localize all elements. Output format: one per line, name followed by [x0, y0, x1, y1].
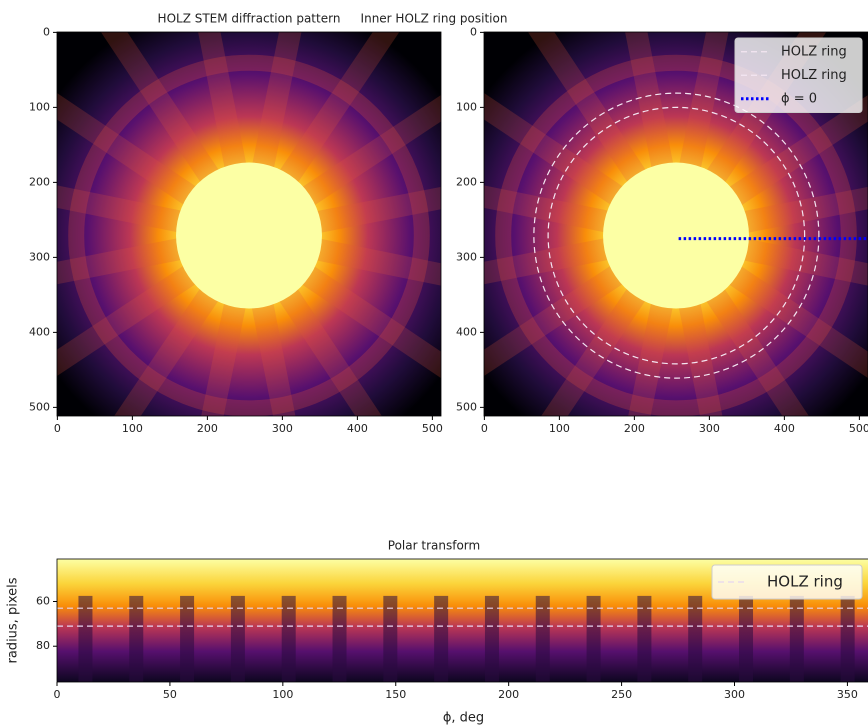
polar-streak: [840, 595, 855, 682]
x-tick-label: 300: [272, 422, 293, 435]
x-tick-label: 100: [122, 422, 143, 435]
polar-streak: [484, 595, 499, 682]
y-tick-label: 300: [456, 250, 477, 263]
axes-frame: [56, 31, 442, 417]
x-tick-label: 200: [498, 688, 519, 701]
x-tick-label: 250: [611, 688, 632, 701]
x-tick-label: 300: [724, 688, 745, 701]
y-tick-label: 100: [456, 100, 477, 113]
y-tick-label: 200: [29, 175, 50, 188]
diffraction-ring: [68, 54, 430, 416]
y-tick-label: 80: [36, 639, 50, 652]
y-tick-label: 400: [456, 325, 477, 338]
y-axis-label: radius, pixels: [6, 577, 21, 663]
x-tick-label: 0: [54, 422, 61, 435]
x-tick-label: 100: [549, 422, 570, 435]
x-tick-label: 100: [272, 688, 293, 701]
legend-label: ϕ = 0: [781, 91, 817, 106]
x-tick-label: 200: [197, 422, 218, 435]
chart-title: Polar transform: [388, 539, 480, 553]
polar-streak: [789, 595, 804, 682]
y-tick-label: 60: [36, 594, 50, 607]
x-tick-label: 350: [837, 688, 858, 701]
polar-streak: [129, 595, 144, 682]
y-tick-label: 200: [456, 175, 477, 188]
plot-area: [57, 32, 441, 416]
x-tick-label: 50: [163, 688, 177, 701]
polar-streak: [586, 595, 601, 682]
ring-marker: [547, 106, 806, 365]
central-disk: [176, 162, 322, 309]
ring-marker: [533, 92, 820, 379]
y-tick-label: 100: [29, 100, 50, 113]
polar-streak: [739, 595, 754, 682]
y-tick-label: 500: [456, 400, 477, 413]
x-tick-label: 150: [385, 688, 406, 701]
polar-streak: [180, 595, 195, 682]
y-tick-label: 400: [29, 325, 50, 338]
diffraction-ring: [495, 54, 857, 416]
y-tick-label: 300: [29, 250, 50, 263]
polar-streak: [332, 595, 347, 682]
polar-streak: [434, 595, 449, 682]
polar-streak: [535, 595, 550, 682]
polar-streak: [78, 595, 93, 682]
x-tick-label: 500: [422, 422, 443, 435]
chart-title: HOLZ STEM diffraction pattern: [158, 12, 341, 26]
axes-frame: [56, 558, 868, 683]
x-tick-label: 300: [699, 422, 720, 435]
central-disk: [603, 162, 749, 309]
polar-streak: [688, 595, 703, 682]
x-tick-label: 500: [849, 422, 868, 435]
legend-label: HOLZ ring: [781, 68, 847, 83]
polar-streak: [383, 595, 398, 682]
chart-title: Inner HOLZ ring position: [361, 12, 508, 26]
legend-label: HOLZ ring: [767, 573, 843, 591]
legend-box: [711, 564, 863, 600]
axes-frame: [483, 31, 868, 417]
legend-box: [734, 37, 863, 113]
x-axis-label: ϕ, deg: [443, 711, 484, 726]
x-tick-label: 400: [347, 422, 368, 435]
polar-streak: [281, 595, 296, 682]
y-tick-label: 0: [470, 25, 477, 38]
y-tick-label: 0: [43, 25, 50, 38]
x-tick-label: 0: [54, 688, 61, 701]
x-tick-label: 200: [624, 422, 645, 435]
x-tick-label: 400: [774, 422, 795, 435]
legend-label: HOLZ ring: [781, 44, 847, 59]
polar-streak: [637, 595, 652, 682]
polar-streak: [230, 595, 245, 682]
x-tick-label: 0: [481, 422, 488, 435]
y-tick-label: 500: [29, 400, 50, 413]
